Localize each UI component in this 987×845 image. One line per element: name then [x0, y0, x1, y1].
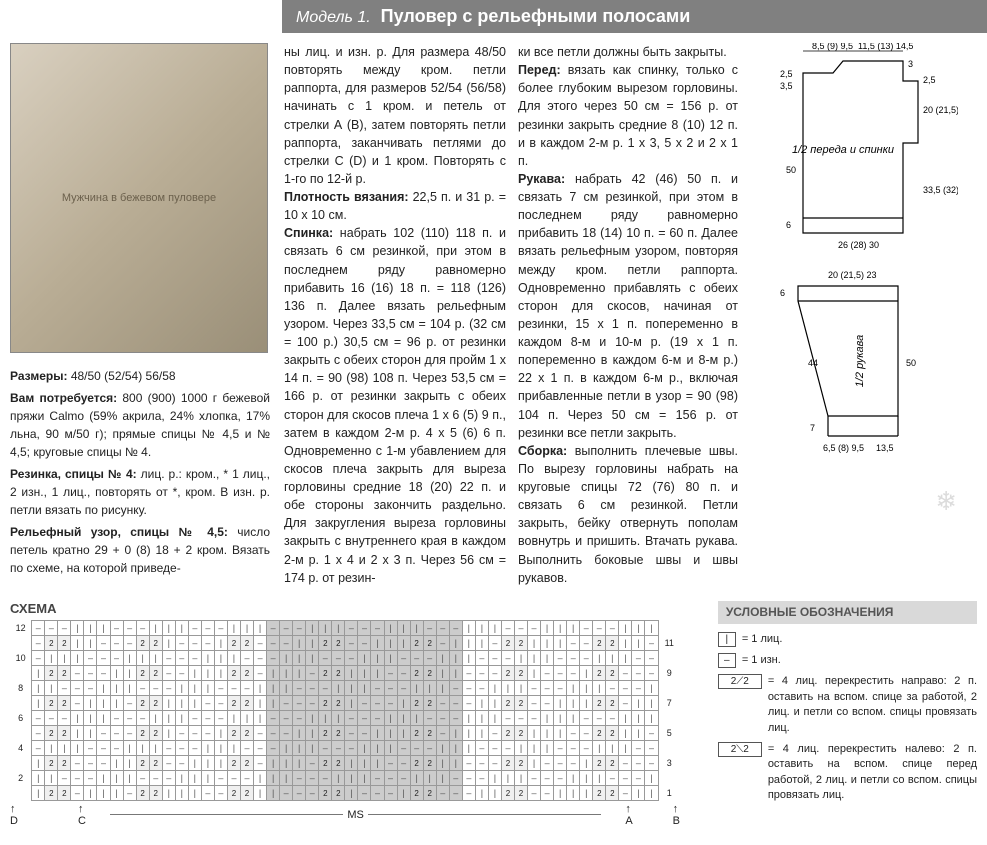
model-number: Модель 1. [296, 9, 371, 27]
svg-text:6: 6 [786, 220, 791, 230]
svg-text:8,5 (9) 9,5: 8,5 (9) 9,5 [812, 43, 853, 51]
sleeve-schematic: 20 (21,5) 23 6 44 50 7 6,5 (8) 9,5 13,5 … [748, 266, 958, 466]
body-schematic: 8,5 (9) 9,5 11,5 (13) 14,5 2,5 3,5 2,5 2… [748, 43, 958, 263]
svg-text:2,5: 2,5 [923, 75, 936, 85]
legend-title: УСЛОВНЫЕ ОБОЗНАЧЕНИЯ [718, 601, 977, 624]
instructions-col-1: ны лиц. и изн. р. Для размера 48/50 повт… [284, 43, 506, 587]
svg-text:11,5 (13) 14,5: 11,5 (13) 14,5 [858, 43, 913, 51]
svg-text:2,5: 2,5 [780, 69, 793, 79]
svg-text:13,5: 13,5 [876, 443, 894, 453]
svg-text:50: 50 [906, 358, 916, 368]
svg-text:26 (28) 30: 26 (28) 30 [838, 240, 879, 250]
snowflake-icon: ❄ [935, 486, 957, 517]
svg-text:20 (21,5) 23: 20 (21,5) 23 [923, 105, 958, 115]
title-bar: Модель 1. Пуловер с рельефными полосами [282, 0, 987, 33]
chart-markers: ↑D ↑C MS ↑A ↑B [10, 803, 680, 827]
svg-text:6,5 (8) 9,5: 6,5 (8) 9,5 [823, 443, 864, 453]
svg-text:3: 3 [908, 59, 913, 69]
legend-list: |= 1 лиц.–= 1 изн.2⟋2= 4 лиц. перекрести… [718, 632, 977, 804]
svg-text:44: 44 [808, 358, 818, 368]
svg-text:33,5 (32) 30,5: 33,5 (32) 30,5 [923, 185, 958, 195]
svg-text:7: 7 [810, 423, 815, 433]
svg-text:1/2 рукава: 1/2 рукава [854, 335, 866, 388]
instructions-col-2: ки все петли должны быть закрыты. Перед:… [518, 43, 738, 587]
svg-text:50: 50 [786, 165, 796, 175]
materials-block: Размеры: 48/50 (52/54) 56/58 Вам потребу… [10, 367, 270, 577]
schematic-diagrams: 8,5 (9) 9,5 11,5 (13) 14,5 2,5 3,5 2,5 2… [748, 43, 968, 587]
model-photo: Мужчина в бежевом пуловере [10, 43, 268, 353]
svg-text:20 (21,5) 23: 20 (21,5) 23 [828, 270, 877, 280]
stitch-chart: 121110987654321 [10, 620, 680, 801]
chart-title: СХЕМА [10, 601, 708, 616]
svg-text:6: 6 [780, 288, 785, 298]
svg-text:1/2 переда и спинки: 1/2 переда и спинки [792, 144, 894, 156]
svg-text:3,5: 3,5 [780, 81, 793, 91]
pattern-title: Пуловер с рельефными полосами [381, 6, 691, 27]
